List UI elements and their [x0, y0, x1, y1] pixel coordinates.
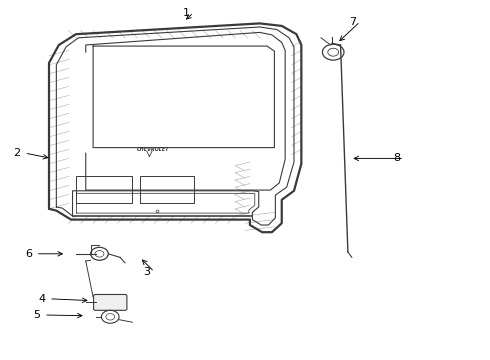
Text: 1: 1 — [183, 8, 190, 18]
Text: 8: 8 — [393, 153, 400, 163]
Text: 2: 2 — [14, 148, 21, 158]
Text: CHEVROLET: CHEVROLET — [137, 147, 170, 152]
Text: 4: 4 — [38, 294, 45, 304]
Text: 3: 3 — [144, 267, 150, 277]
Text: 5: 5 — [33, 310, 40, 320]
Text: 7: 7 — [349, 17, 356, 27]
FancyBboxPatch shape — [94, 294, 127, 310]
Text: 6: 6 — [25, 249, 32, 259]
